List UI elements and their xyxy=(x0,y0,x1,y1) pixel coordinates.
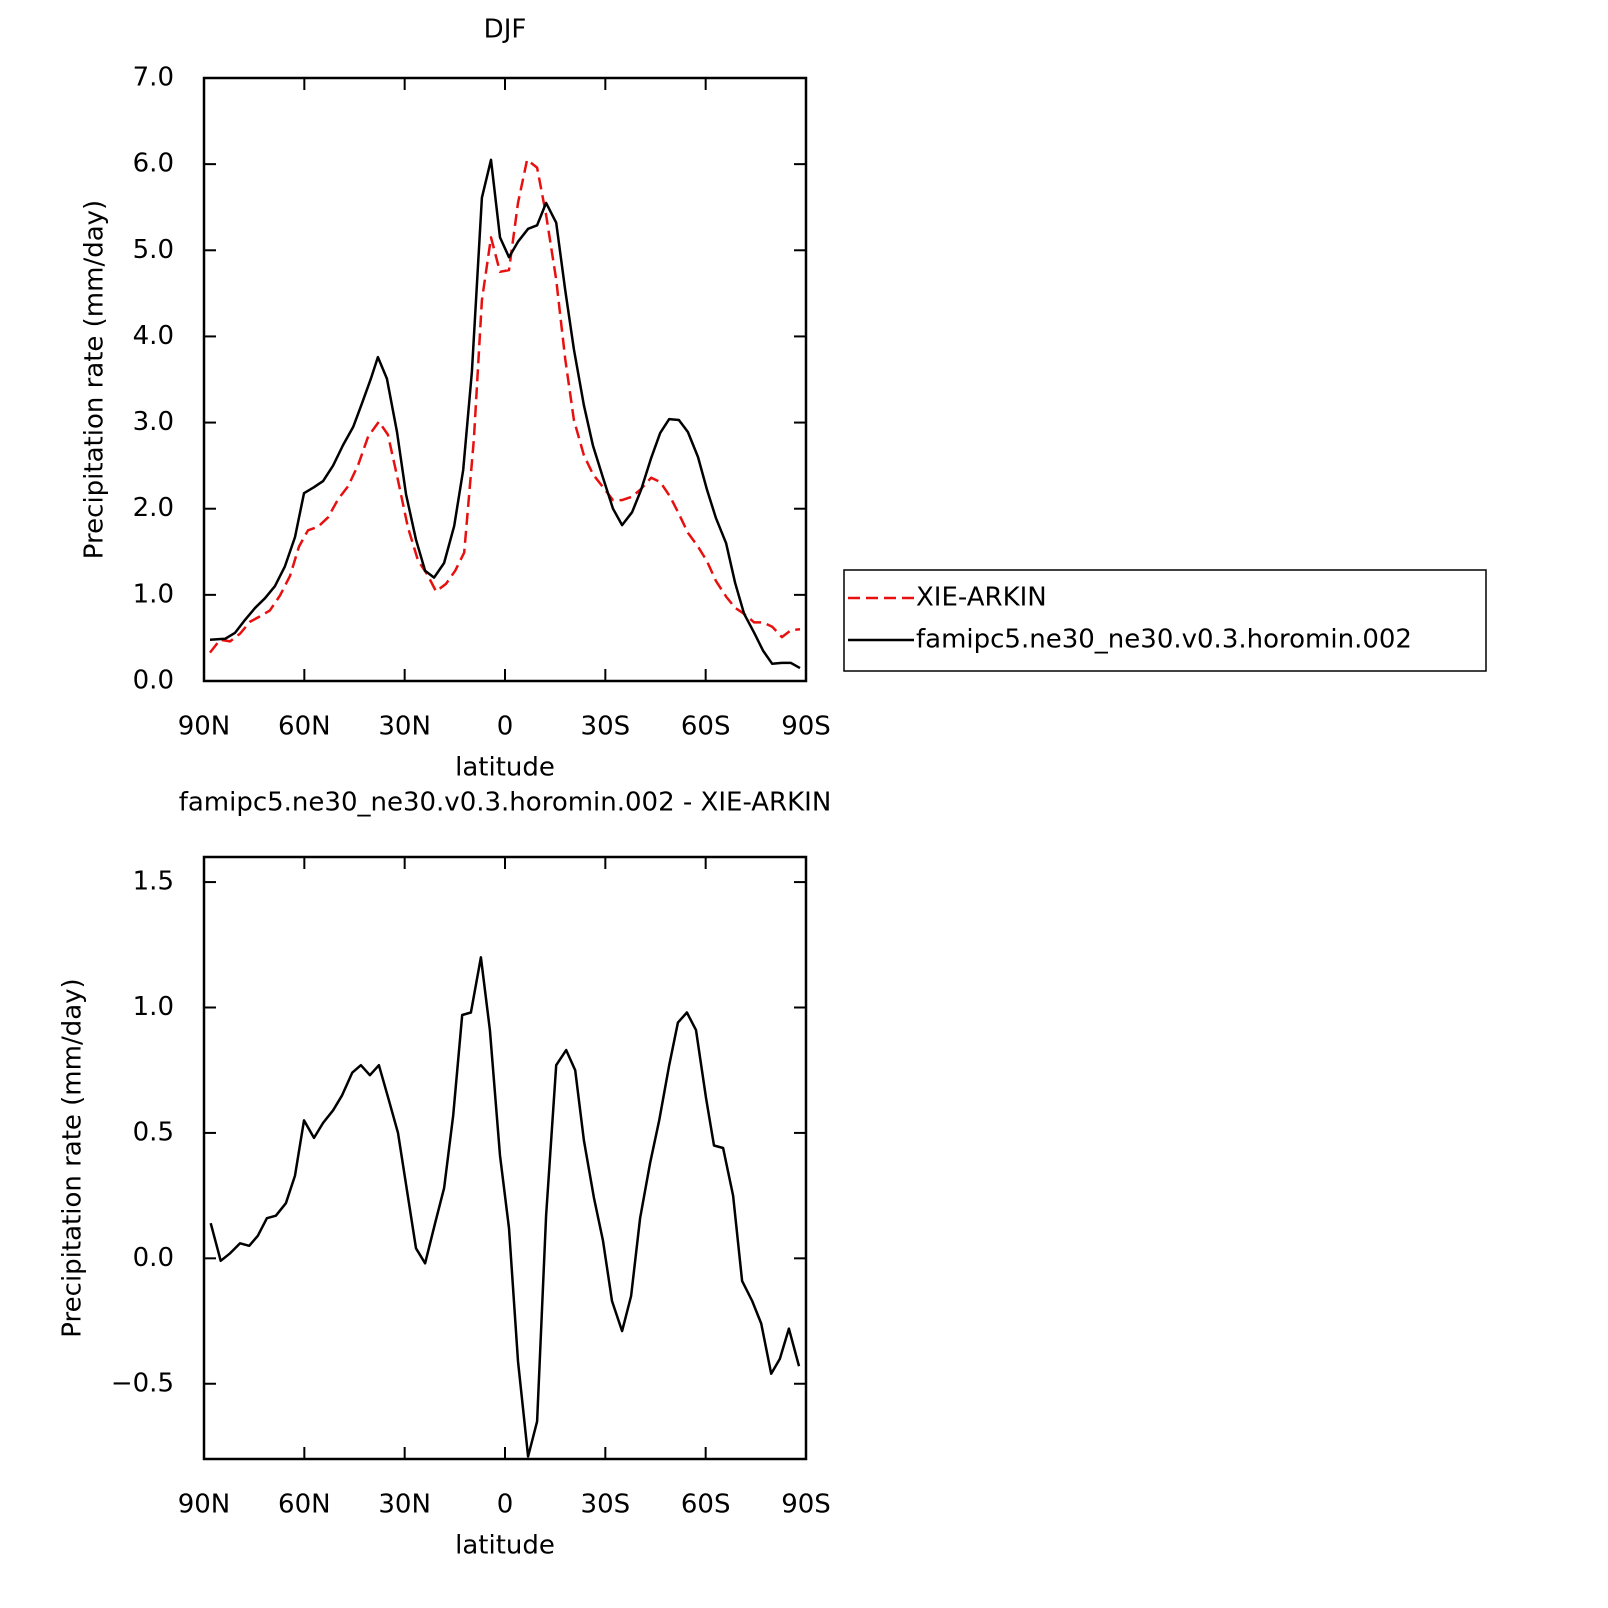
x-tick-label: 90N xyxy=(178,712,231,742)
y-tick-label: 7.0 xyxy=(133,63,174,93)
legend-label: XIE-ARKIN xyxy=(916,583,1047,613)
y-axis-label: Precipitation rate (mm/day) xyxy=(80,200,110,559)
y-tick-label: 1.5 xyxy=(133,867,174,897)
x-tick-label: 30N xyxy=(378,712,431,742)
x-tick-label: 90S xyxy=(781,712,831,742)
y-tick-label: −0.5 xyxy=(111,1368,174,1398)
data-line xyxy=(209,158,801,654)
x-tick-label: 60N xyxy=(278,1490,331,1520)
chart-title: DJF xyxy=(484,15,527,45)
x-tick-label: 90N xyxy=(178,1490,231,1520)
x-axis-label: latitude xyxy=(455,1531,555,1561)
x-tick-label: 60S xyxy=(681,1490,731,1520)
plot-frame xyxy=(202,76,808,683)
data-line xyxy=(209,956,801,1458)
y-tick-label: 0.5 xyxy=(133,1117,174,1147)
x-axis-label: latitude xyxy=(455,753,555,783)
y-axis-label: Precipitation rate (mm/day) xyxy=(58,978,88,1337)
x-tick-label: 60S xyxy=(681,712,731,742)
x-tick-label: 30S xyxy=(581,712,631,742)
x-tick-label: 90S xyxy=(781,1490,831,1520)
y-tick-label: 4.0 xyxy=(133,321,174,351)
chart-title: famipc5.ne30_ne30.v0.3.horomin.002 - XIE… xyxy=(179,788,832,818)
legend-label: famipc5.ne30_ne30.v0.3.horomin.002 xyxy=(916,625,1412,655)
y-tick-label: 6.0 xyxy=(133,149,174,179)
x-tick-label: 30N xyxy=(378,1490,431,1520)
y-tick-label: 3.0 xyxy=(133,407,174,437)
data-line xyxy=(209,158,801,670)
x-tick-label: 60N xyxy=(278,712,331,742)
legend-box xyxy=(843,569,1487,672)
y-tick-label: 1.0 xyxy=(133,992,174,1022)
x-tick-label: 0 xyxy=(497,712,514,742)
y-tick-label: 0.0 xyxy=(133,666,174,696)
y-tick-label: 2.0 xyxy=(133,493,174,523)
x-tick-label: 30S xyxy=(581,1490,631,1520)
y-tick-label: 5.0 xyxy=(133,235,174,265)
y-tick-label: 0.0 xyxy=(133,1243,174,1273)
plot-frame xyxy=(202,855,808,1461)
x-tick-label: 0 xyxy=(497,1490,514,1520)
y-tick-label: 1.0 xyxy=(133,579,174,609)
